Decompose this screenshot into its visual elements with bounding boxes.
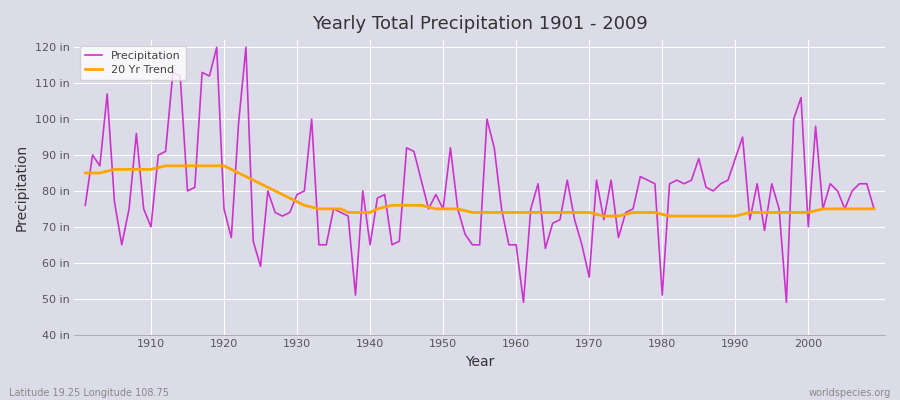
Precipitation — [306, 117, 317, 122]
Precipitation — [139, 206, 149, 211]
Precipitation — [868, 206, 879, 211]
Precipitation — [613, 235, 624, 240]
Precipitation — [518, 300, 529, 305]
20 Yr Trend — [868, 206, 879, 211]
20 Yr Trend — [160, 164, 171, 168]
Text: worldspecies.org: worldspecies.org — [809, 388, 891, 398]
20 Yr Trend — [80, 170, 91, 175]
Line: 20 Yr Trend: 20 Yr Trend — [86, 166, 874, 216]
Precipitation — [80, 203, 91, 208]
Precipitation — [350, 293, 361, 298]
Precipitation — [212, 45, 222, 50]
Text: Latitude 19.25 Longitude 108.75: Latitude 19.25 Longitude 108.75 — [9, 388, 169, 398]
20 Yr Trend — [613, 214, 624, 218]
20 Yr Trend — [598, 214, 609, 218]
Precipitation — [511, 242, 522, 247]
X-axis label: Year: Year — [465, 355, 494, 369]
Title: Yearly Total Precipitation 1901 - 2009: Yearly Total Precipitation 1901 - 2009 — [311, 15, 647, 33]
Y-axis label: Precipitation: Precipitation — [15, 144, 29, 231]
20 Yr Trend — [306, 205, 317, 210]
20 Yr Trend — [139, 167, 149, 172]
20 Yr Trend — [518, 210, 529, 215]
20 Yr Trend — [350, 210, 361, 215]
Line: Precipitation: Precipitation — [86, 47, 874, 302]
Legend: Precipitation, 20 Yr Trend: Precipitation, 20 Yr Trend — [80, 46, 186, 80]
20 Yr Trend — [511, 210, 522, 215]
Precipitation — [526, 206, 536, 211]
